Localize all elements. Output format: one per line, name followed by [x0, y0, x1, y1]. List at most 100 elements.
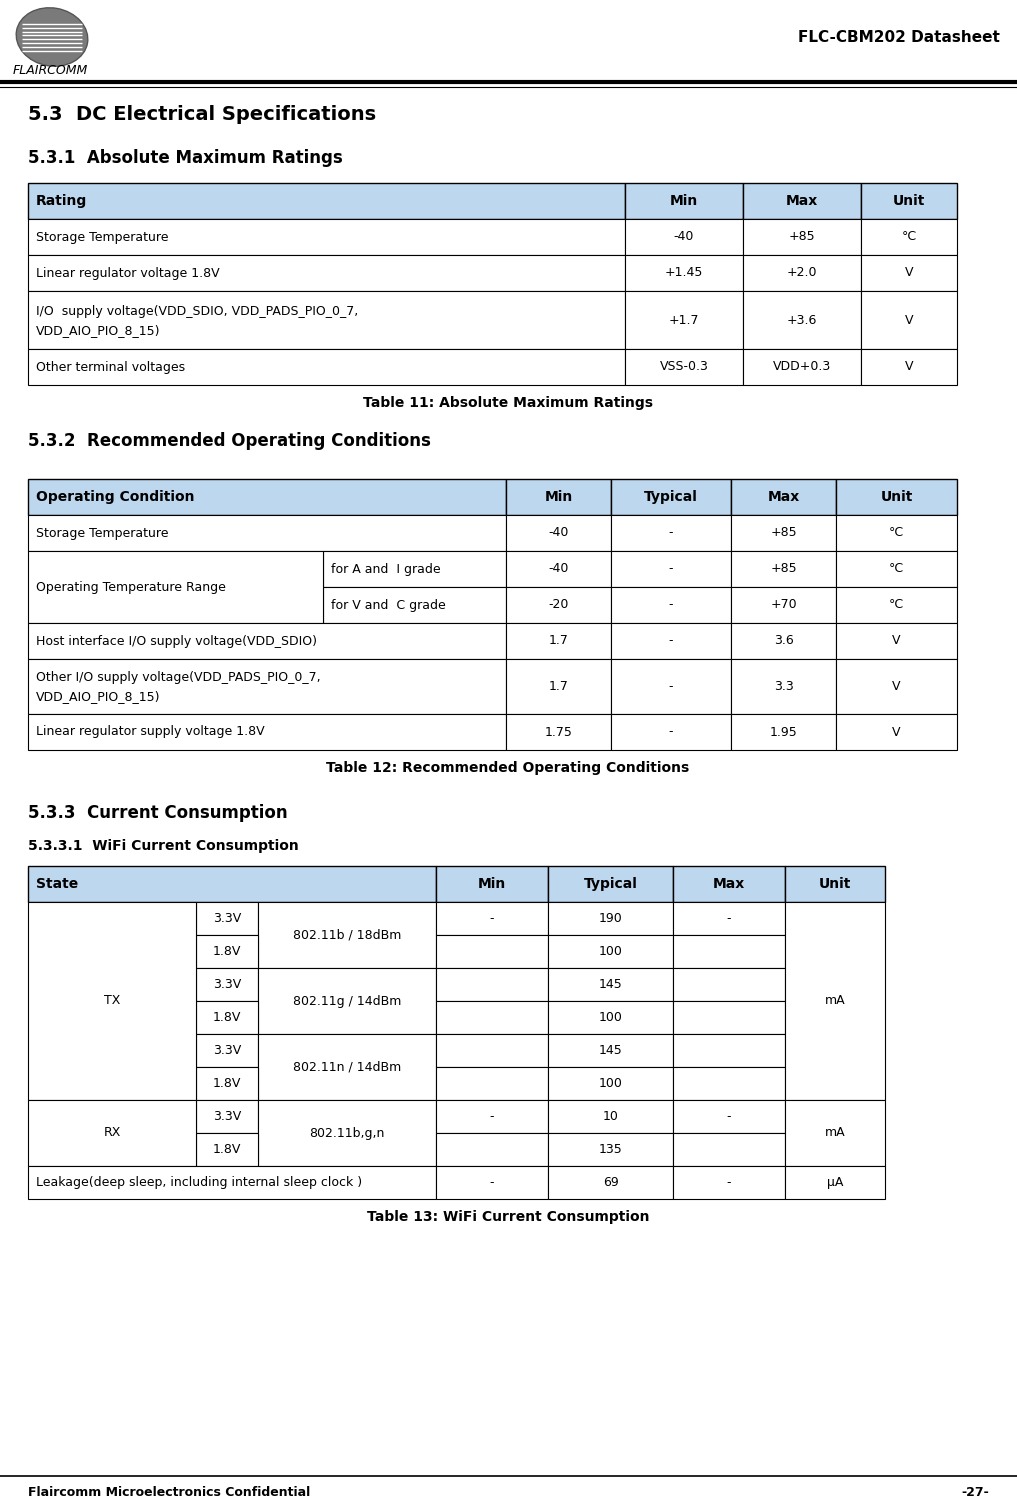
Bar — [743, 184, 861, 220]
Text: 100: 100 — [599, 1078, 622, 1090]
Text: 3.3V: 3.3V — [213, 912, 241, 926]
Bar — [28, 901, 196, 1100]
Text: Table 13: WiFi Current Consumption: Table 13: WiFi Current Consumption — [367, 1210, 649, 1224]
Bar — [625, 290, 743, 349]
Text: +1.45: +1.45 — [665, 266, 703, 280]
Text: 100: 100 — [599, 945, 622, 959]
Bar — [436, 1034, 548, 1067]
Bar — [196, 935, 258, 968]
Text: -: - — [669, 599, 673, 611]
Text: V: V — [892, 635, 901, 647]
Bar — [28, 1100, 196, 1166]
Bar — [28, 349, 625, 385]
Text: 802.11g / 14dBm: 802.11g / 14dBm — [293, 995, 401, 1007]
Bar — [196, 901, 258, 935]
Bar — [28, 865, 436, 901]
Text: -40: -40 — [674, 230, 695, 244]
Bar — [258, 1100, 436, 1166]
Text: Typical: Typical — [584, 877, 638, 891]
Bar — [743, 254, 861, 290]
Bar — [436, 1067, 548, 1100]
Bar — [28, 713, 506, 749]
Bar — [861, 290, 957, 349]
Text: 190: 190 — [599, 912, 622, 926]
Bar — [611, 713, 731, 749]
Bar — [731, 713, 836, 749]
Bar — [436, 865, 548, 901]
Bar — [436, 1166, 548, 1199]
Bar — [673, 1067, 785, 1100]
Text: +85: +85 — [770, 563, 796, 575]
Bar — [785, 901, 885, 1100]
Bar — [731, 551, 836, 587]
Bar — [506, 551, 611, 587]
Text: -27-: -27- — [961, 1485, 989, 1499]
Bar — [611, 479, 731, 515]
Bar — [196, 1001, 258, 1034]
Bar — [196, 1067, 258, 1100]
Bar — [436, 935, 548, 968]
Text: -40: -40 — [548, 527, 569, 539]
Text: 802.11b / 18dBm: 802.11b / 18dBm — [293, 929, 401, 942]
Bar — [196, 968, 258, 1001]
Bar — [731, 659, 836, 713]
Bar — [743, 349, 861, 385]
Text: 145: 145 — [599, 1044, 622, 1057]
Bar — [548, 1034, 673, 1067]
Text: °C: °C — [901, 230, 916, 244]
Bar — [548, 1067, 673, 1100]
Bar — [836, 623, 957, 659]
Text: -: - — [727, 1175, 731, 1189]
Ellipse shape — [16, 8, 87, 66]
Bar — [28, 479, 506, 515]
Text: FLAIRCOMM: FLAIRCOMM — [13, 63, 88, 77]
Bar — [196, 1034, 258, 1067]
Text: 802.11n / 14dBm: 802.11n / 14dBm — [293, 1061, 401, 1073]
Text: °C: °C — [889, 599, 904, 611]
Bar — [548, 901, 673, 935]
Text: 5.3  DC Electrical Specifications: 5.3 DC Electrical Specifications — [28, 105, 376, 125]
Text: FLC-CBM202 Datasheet: FLC-CBM202 Datasheet — [798, 30, 1000, 45]
Text: 1.8V: 1.8V — [213, 1011, 241, 1023]
Text: 1.8V: 1.8V — [213, 1078, 241, 1090]
Text: -: - — [669, 725, 673, 739]
Bar — [673, 865, 785, 901]
Bar — [28, 515, 506, 551]
Bar — [436, 1133, 548, 1166]
Bar — [673, 935, 785, 968]
Text: 3.6: 3.6 — [774, 635, 793, 647]
Bar — [785, 1100, 885, 1166]
Text: -: - — [669, 563, 673, 575]
Bar — [258, 1034, 436, 1100]
Text: V: V — [892, 680, 901, 692]
Bar — [625, 254, 743, 290]
Bar — [625, 220, 743, 254]
Text: for A and  I grade: for A and I grade — [331, 563, 440, 575]
Bar — [611, 587, 731, 623]
Bar — [548, 1100, 673, 1133]
Bar — [625, 349, 743, 385]
Text: °C: °C — [889, 527, 904, 539]
Text: VDD+0.3: VDD+0.3 — [773, 361, 831, 373]
Text: +70: +70 — [770, 599, 796, 611]
Bar — [836, 713, 957, 749]
Text: mA: mA — [825, 1127, 845, 1139]
Text: +85: +85 — [770, 527, 796, 539]
Text: RX: RX — [104, 1127, 121, 1139]
Text: 3.3: 3.3 — [774, 680, 793, 692]
Bar — [673, 1001, 785, 1034]
Bar — [731, 515, 836, 551]
Bar — [785, 1166, 885, 1199]
Bar — [836, 587, 957, 623]
Text: 1.8V: 1.8V — [213, 945, 241, 959]
Text: Flaircomm Microelectronics Confidential: Flaircomm Microelectronics Confidential — [28, 1485, 310, 1499]
Bar — [743, 220, 861, 254]
Bar — [436, 1100, 548, 1133]
Text: +2.0: +2.0 — [787, 266, 818, 280]
Bar — [323, 551, 506, 587]
Text: Linear regulator supply voltage 1.8V: Linear regulator supply voltage 1.8V — [36, 725, 264, 739]
Bar — [785, 865, 885, 901]
Text: I/O  supply voltage(VDD_SDIO, VDD_PADS_PIO_0_7,: I/O supply voltage(VDD_SDIO, VDD_PADS_PI… — [36, 306, 358, 318]
Text: +1.7: +1.7 — [669, 313, 700, 327]
Bar — [836, 479, 957, 515]
